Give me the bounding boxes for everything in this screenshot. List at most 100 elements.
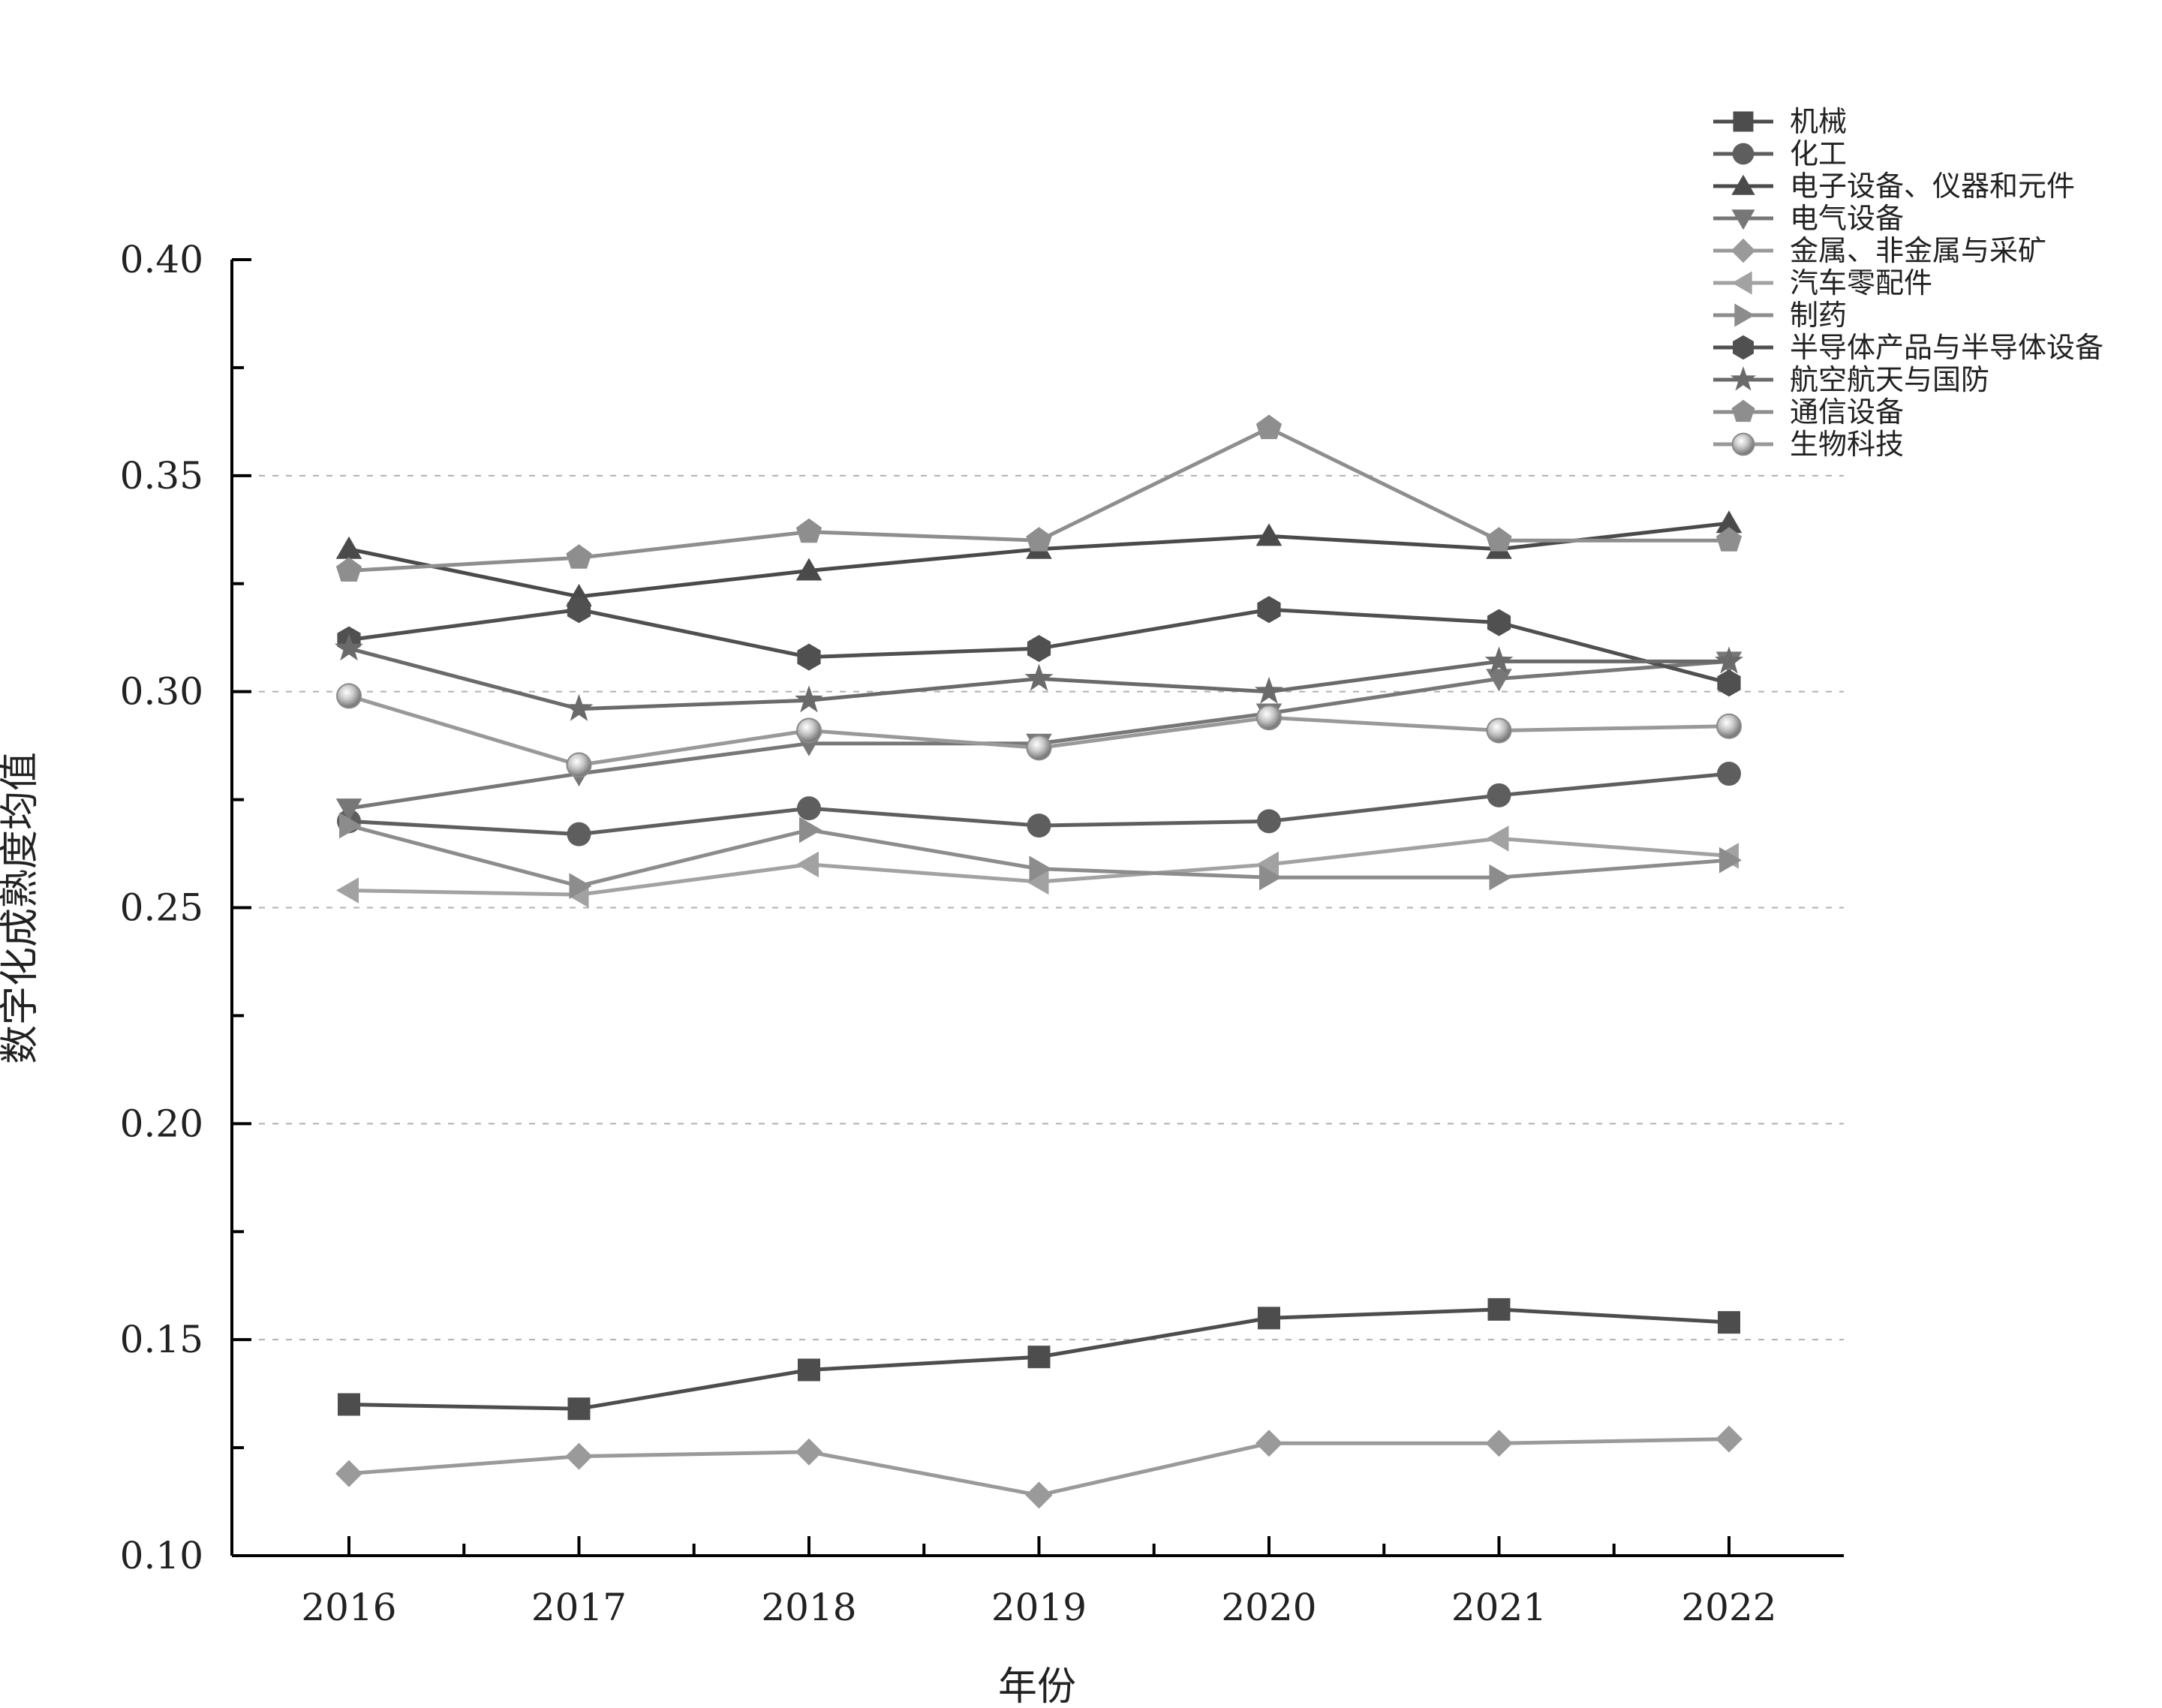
x-tick-label: 2021 <box>1451 1586 1547 1629</box>
y-axis-title: 数字化成熟度均值 <box>0 752 43 1064</box>
legend-label: 生物科技 <box>1790 428 1904 461</box>
data-point-marker <box>798 1358 820 1382</box>
data-point-marker <box>795 518 822 543</box>
legend-item: 化工 <box>1713 137 1847 170</box>
x-tick-label: 2019 <box>991 1586 1087 1629</box>
series-group <box>339 812 1742 899</box>
data-point-marker <box>1731 174 1755 195</box>
data-point-marker <box>1486 527 1512 552</box>
data-point-marker <box>1732 143 1755 165</box>
data-point-marker <box>567 1397 591 1421</box>
data-point-marker <box>1731 271 1752 295</box>
legend-label: 制药 <box>1790 299 1847 332</box>
data-point-marker <box>796 717 822 744</box>
legend-item: 航空航天与国防 <box>1713 363 1989 396</box>
data-point-marker <box>565 1442 593 1470</box>
y-tick-label: 0.40 <box>120 238 203 281</box>
data-point-marker <box>1731 399 1755 422</box>
data-point-marker <box>797 643 821 671</box>
y-tick-label: 0.10 <box>120 1534 203 1577</box>
data-point-marker <box>1733 335 1754 360</box>
data-point-marker <box>336 683 362 709</box>
legend-item: 半导体产品与半导体设备 <box>1713 331 2103 364</box>
data-point-marker <box>566 544 592 569</box>
series-group <box>335 414 1743 582</box>
data-point-marker <box>1716 713 1742 739</box>
y-tick-label: 0.30 <box>120 670 203 714</box>
data-point-marker <box>799 816 822 843</box>
data-point-marker <box>796 851 819 878</box>
x-axis-title: 年份 <box>998 1664 1076 1708</box>
y-tick-label: 0.15 <box>120 1318 203 1361</box>
data-point-marker <box>1027 813 1051 838</box>
legend-item: 电子设备、仪器和元件 <box>1713 170 2075 203</box>
data-point-marker <box>1487 783 1511 807</box>
data-point-marker <box>1255 523 1282 546</box>
data-point-marker <box>339 812 362 839</box>
legend-label: 半导体产品与半导体设备 <box>1790 331 2103 364</box>
data-point-marker <box>1255 414 1282 440</box>
data-point-marker <box>1487 609 1511 636</box>
series <box>335 414 1743 1509</box>
data-point-marker <box>338 1393 360 1416</box>
series-group <box>335 1425 1743 1509</box>
data-point-marker <box>335 633 363 661</box>
x-tick-label: 2016 <box>301 1586 396 1629</box>
data-point-marker <box>795 685 823 713</box>
data-point-marker <box>1256 705 1282 731</box>
data-point-marker <box>1027 635 1051 663</box>
series-group <box>337 762 1741 846</box>
data-point-marker <box>1486 717 1512 744</box>
legend-label: 电子设备、仪器和元件 <box>1790 170 2075 203</box>
legend-label: 机械 <box>1790 105 1847 138</box>
data-point-marker <box>1730 366 1757 391</box>
data-point-marker <box>335 557 362 582</box>
data-point-marker <box>1025 1481 1053 1509</box>
legend-item: 生物科技 <box>1713 428 1904 461</box>
gridlines <box>232 474 1844 1341</box>
data-point-marker <box>1734 303 1755 327</box>
data-point-marker <box>1255 676 1283 704</box>
x-ticks: 2016 2017 2018 2019 2020 2021 2022 <box>301 1536 1777 1629</box>
data-point-marker <box>1256 851 1279 878</box>
data-point-marker <box>1717 669 1741 697</box>
data-point-marker <box>1733 111 1754 132</box>
data-point-marker <box>1487 1298 1511 1321</box>
data-point-marker <box>1486 669 1512 692</box>
legend-item: 金属、非金属与采矿 <box>1713 234 2046 267</box>
legend-item: 机械 <box>1713 105 1847 138</box>
data-point-marker <box>795 1438 822 1466</box>
data-point-marker <box>1484 646 1514 674</box>
legend-label: 汽车零配件 <box>1790 266 1932 299</box>
data-point-marker <box>797 796 821 821</box>
series-group <box>336 683 1742 778</box>
legend-item: 制药 <box>1713 299 1847 332</box>
x-tick-label: 2020 <box>1221 1586 1316 1629</box>
data-point-marker <box>1259 864 1282 891</box>
data-point-marker <box>1026 527 1052 552</box>
data-point-marker <box>566 752 592 778</box>
y-tick-label: 0.35 <box>120 454 203 498</box>
data-point-marker <box>1489 864 1512 891</box>
data-point-marker <box>335 1460 362 1487</box>
data-point-marker <box>567 822 591 846</box>
data-point-marker <box>1255 1430 1282 1457</box>
series-group <box>335 633 1743 721</box>
legend-item: 电气设备 <box>1713 202 1904 235</box>
data-point-marker <box>1731 432 1755 456</box>
data-point-marker <box>1027 1346 1051 1369</box>
data-point-marker <box>1718 1311 1740 1334</box>
data-point-marker <box>1731 209 1755 230</box>
data-point-marker <box>1258 1307 1280 1330</box>
data-point-marker <box>1029 856 1052 882</box>
series-group <box>337 596 1741 697</box>
data-point-marker <box>1719 846 1742 874</box>
data-point-marker <box>1257 809 1281 834</box>
data-point-marker <box>564 693 594 721</box>
data-point-marker <box>335 798 362 822</box>
data-point-marker <box>569 873 592 899</box>
x-tick-label: 2017 <box>531 1586 627 1629</box>
data-point-marker <box>1026 735 1052 761</box>
y-ticks: 0.10 0.15 0.20 0.25 0.30 0.35 0.40 <box>120 238 251 1577</box>
data-point-marker <box>1715 510 1743 534</box>
